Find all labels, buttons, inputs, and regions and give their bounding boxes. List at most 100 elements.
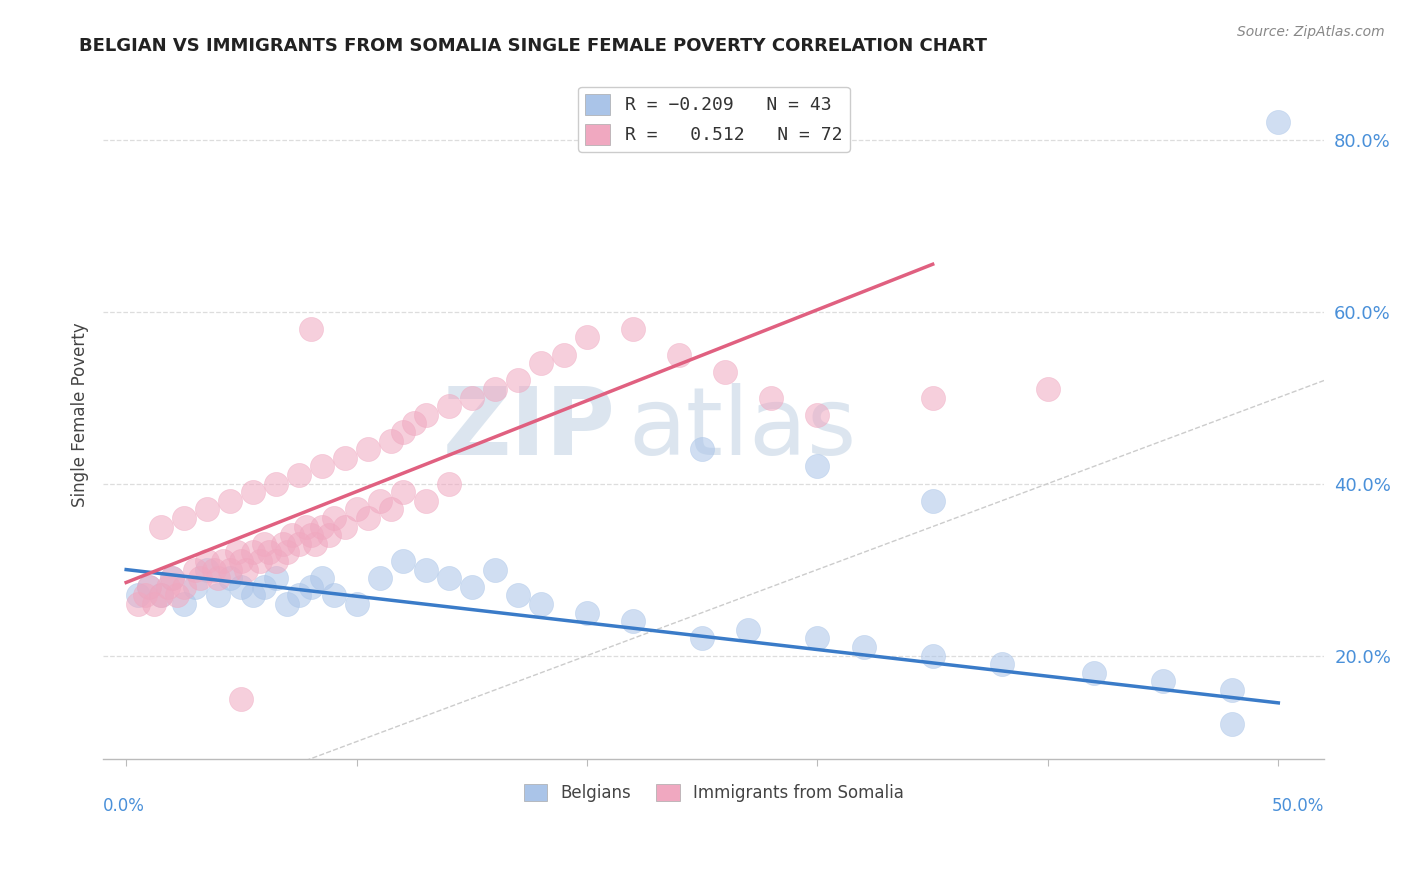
Point (173, 580, 195, 594)
Point (138, 580, 160, 594)
Text: Source: ZipAtlas.com: Source: ZipAtlas.com (1237, 25, 1385, 39)
Point (576, 330, 599, 344)
Legend: Belgians, Immigrants from Somalia: Belgians, Immigrants from Somalia (517, 778, 911, 809)
Point (346, 597, 368, 611)
Point (184, 580, 207, 594)
Point (295, 519, 318, 533)
Point (218, 571, 240, 585)
Point (188, 571, 211, 585)
Point (149, 519, 172, 533)
Point (242, 588, 264, 602)
Point (437, 571, 460, 585)
Point (195, 563, 218, 577)
Point (253, 537, 276, 551)
Point (437, 399, 460, 413)
Point (333, 450, 356, 465)
Point (288, 588, 311, 602)
Point (207, 571, 229, 585)
Point (304, 537, 326, 551)
Point (761, 391, 783, 405)
Point (553, 347, 575, 361)
Point (231, 691, 253, 706)
Text: 0.0%: 0.0% (103, 797, 145, 814)
Point (142, 597, 165, 611)
Point (1220, 717, 1243, 731)
Point (299, 580, 322, 594)
Point (852, 640, 875, 654)
Point (231, 580, 253, 594)
Point (271, 537, 294, 551)
Point (311, 519, 333, 533)
Point (1036, 382, 1059, 396)
Point (530, 356, 553, 370)
Point (166, 588, 188, 602)
Point (404, 417, 426, 431)
Point (806, 632, 828, 646)
Text: BELGIAN VS IMMIGRANTS FROM SOMALIA SINGLE FEMALE POVERTY CORRELATION CHART: BELGIAN VS IMMIGRANTS FROM SOMALIA SINGL… (79, 37, 987, 55)
Point (506, 588, 529, 602)
Point (249, 554, 271, 568)
Point (299, 528, 322, 542)
Point (714, 365, 737, 379)
Point (576, 606, 599, 620)
Point (346, 502, 368, 516)
Point (391, 485, 413, 500)
Point (218, 493, 240, 508)
Point (1220, 683, 1243, 698)
Point (218, 563, 240, 577)
Point (437, 476, 460, 491)
Point (242, 485, 264, 500)
Point (288, 537, 311, 551)
Point (299, 322, 322, 336)
Point (737, 623, 759, 637)
Point (506, 373, 529, 387)
Point (461, 391, 484, 405)
Point (311, 459, 333, 474)
Point (621, 614, 644, 628)
Point (149, 588, 172, 602)
Point (357, 511, 380, 525)
Point (921, 493, 943, 508)
Point (333, 519, 356, 533)
Point (264, 554, 287, 568)
Point (195, 502, 218, 516)
Point (149, 588, 172, 602)
Point (138, 580, 160, 594)
Point (288, 467, 311, 482)
Point (322, 588, 344, 602)
Point (173, 511, 195, 525)
Point (461, 580, 484, 594)
Point (225, 545, 247, 559)
Point (690, 632, 713, 646)
Point (368, 571, 391, 585)
Point (391, 554, 413, 568)
Point (134, 588, 156, 602)
Point (127, 588, 149, 602)
Point (415, 563, 437, 577)
Point (322, 511, 344, 525)
Point (1083, 665, 1105, 680)
Point (162, 571, 184, 585)
Point (806, 459, 828, 474)
Point (257, 545, 280, 559)
Point (162, 571, 184, 585)
Point (484, 382, 506, 396)
Point (207, 588, 229, 602)
Point (921, 391, 943, 405)
Point (621, 322, 644, 336)
Point (276, 545, 298, 559)
Point (380, 434, 402, 448)
Point (173, 597, 195, 611)
Point (1152, 674, 1174, 689)
Y-axis label: Single Female Poverty: Single Female Poverty (72, 322, 89, 507)
Point (380, 502, 402, 516)
Text: 50.0%: 50.0% (1272, 797, 1324, 814)
Point (921, 648, 943, 663)
Point (668, 347, 690, 361)
Point (253, 580, 276, 594)
Point (318, 528, 340, 542)
Point (357, 442, 380, 457)
Point (276, 597, 298, 611)
Point (281, 528, 304, 542)
Point (195, 554, 218, 568)
